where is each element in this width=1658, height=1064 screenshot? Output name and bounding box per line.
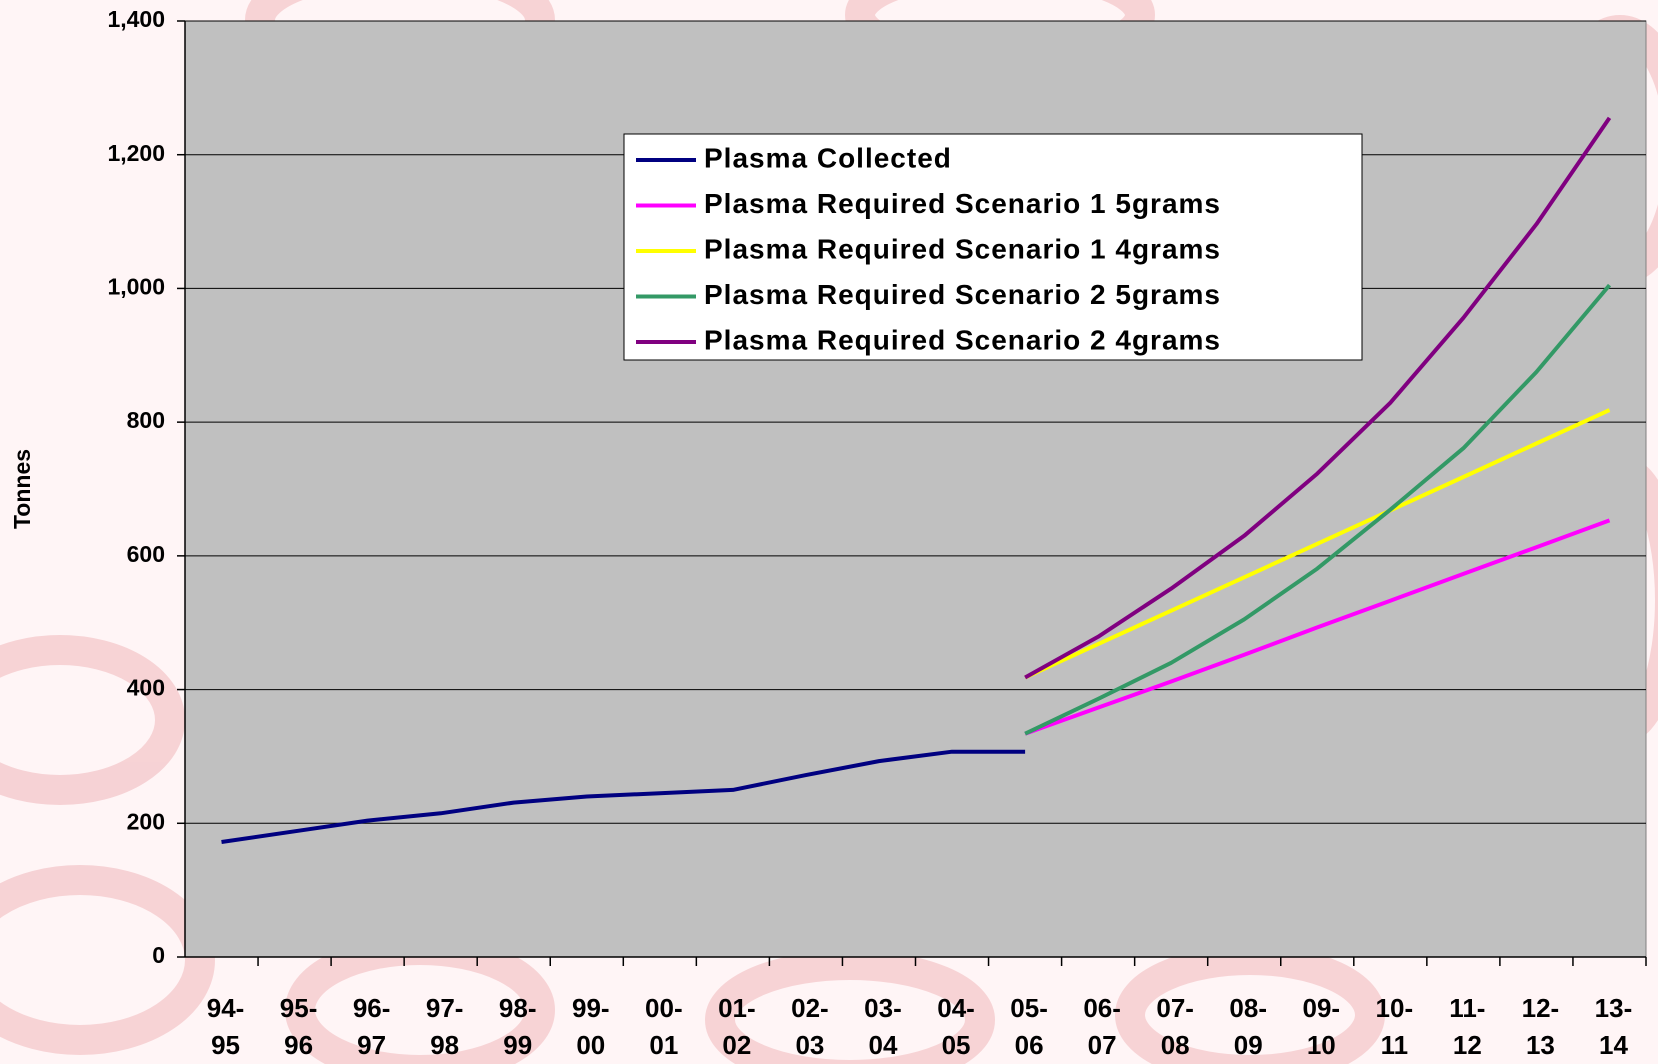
x-tick-label: 05 bbox=[942, 1030, 971, 1060]
x-tick-label: 07 bbox=[1088, 1030, 1117, 1060]
x-tick-label: 08- bbox=[1229, 993, 1267, 1023]
x-tick-label: 06 bbox=[1015, 1030, 1044, 1060]
y-tick-label: 1,000 bbox=[107, 274, 165, 300]
x-tick-label: 10- bbox=[1376, 993, 1414, 1023]
x-tick-label: 01 bbox=[649, 1030, 678, 1060]
x-tick-label: 04- bbox=[937, 993, 975, 1023]
y-tick-label: 200 bbox=[127, 808, 165, 834]
y-tick-label: 800 bbox=[127, 407, 165, 433]
x-tick-label: 96 bbox=[284, 1030, 313, 1060]
chart: Tonnes Plasma Collected Plasma Required S… bbox=[0, 0, 1658, 1064]
x-tick-label: 00- bbox=[645, 993, 683, 1023]
y-tick-label: 600 bbox=[127, 541, 165, 567]
legend-label: Plasma Required Scenario 2 5grams bbox=[704, 279, 1221, 310]
x-tick-label: 09- bbox=[1302, 993, 1340, 1023]
x-tick-label: 03 bbox=[795, 1030, 824, 1060]
x-tick-label: 97 bbox=[357, 1030, 386, 1060]
x-tick-label: 11- bbox=[1449, 993, 1485, 1023]
x-tick-label: 95 bbox=[211, 1030, 240, 1060]
x-tick-label: 12 bbox=[1453, 1030, 1482, 1060]
legend-label: Plasma Required Scenario 1 5grams bbox=[704, 188, 1221, 219]
x-tick-label: 95- bbox=[280, 993, 318, 1023]
x-tick-label: 09 bbox=[1234, 1030, 1263, 1060]
y-axis-title: Tonnes bbox=[9, 449, 35, 529]
x-tick-label: 99 bbox=[503, 1030, 532, 1060]
x-tick-label: 14 bbox=[1599, 1030, 1628, 1060]
legend-label: Plasma Collected bbox=[704, 142, 952, 173]
x-tick-label: 01- bbox=[718, 993, 756, 1023]
legend-label: Plasma Required Scenario 1 4grams bbox=[704, 233, 1221, 264]
x-tick-label: 12- bbox=[1522, 993, 1560, 1023]
x-tick-label: 05- bbox=[1010, 993, 1048, 1023]
x-tick-label: 96- bbox=[353, 993, 391, 1023]
x-tick-label: 06- bbox=[1083, 993, 1121, 1023]
x-tick-label: 03- bbox=[864, 993, 902, 1023]
x-tick-label: 02 bbox=[722, 1030, 751, 1060]
x-tick-label: 08 bbox=[1161, 1030, 1190, 1060]
y-tick-label: 0 bbox=[152, 942, 165, 968]
x-tick-label: 97- bbox=[426, 993, 464, 1023]
x-tick-label: 13 bbox=[1526, 1030, 1555, 1060]
x-tick-label: 04 bbox=[869, 1030, 898, 1060]
y-tick-label: 1,200 bbox=[107, 140, 165, 166]
x-tick-label: 94- bbox=[207, 993, 245, 1023]
x-tick-label: 07- bbox=[1156, 993, 1194, 1023]
x-tick-label: 98- bbox=[499, 993, 537, 1023]
x-tick-label: 02- bbox=[791, 993, 829, 1023]
legend-label: Plasma Required Scenario 2 4grams bbox=[704, 324, 1221, 355]
y-tick-label: 1,400 bbox=[107, 6, 165, 32]
x-tick-label: 00 bbox=[576, 1030, 605, 1060]
y-tick-label: 400 bbox=[127, 675, 165, 701]
x-tick-label: 98 bbox=[430, 1030, 459, 1060]
x-tick-label: 10 bbox=[1307, 1030, 1336, 1060]
x-tick-label: 13- bbox=[1595, 993, 1633, 1023]
x-tick-label: 99- bbox=[572, 993, 610, 1023]
x-tick-label: 11 bbox=[1381, 1030, 1409, 1060]
